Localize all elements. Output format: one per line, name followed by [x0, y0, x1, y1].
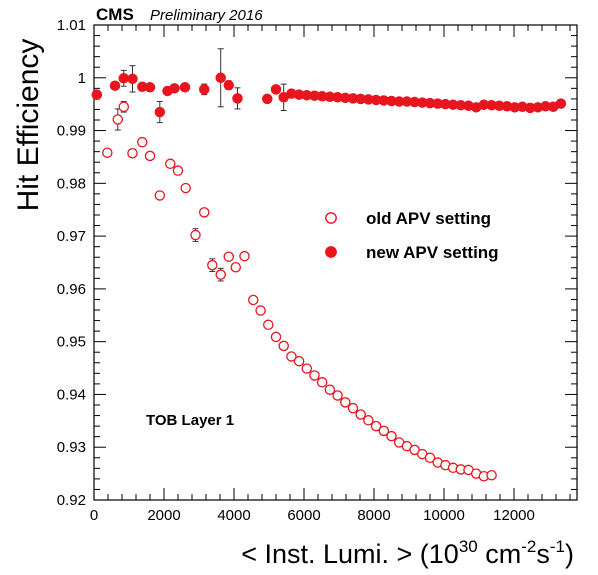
old-apv-point: [118, 101, 130, 113]
old-apv-point: [378, 425, 390, 437]
old-apv-point: [270, 331, 282, 343]
new-apv-point: [154, 106, 166, 118]
old-apv-point: [278, 340, 289, 352]
new-apv-point: [144, 82, 156, 93]
new-apv-point: [179, 82, 191, 93]
legend-new-label: new APV setting: [366, 243, 499, 262]
legend-old-marker: [325, 212, 337, 224]
y-tick-label: 0.92: [57, 492, 86, 509]
old-apv-point: [223, 251, 234, 262]
data-markers: [91, 72, 567, 482]
old-apv-point: [230, 261, 241, 273]
old-apv-point: [144, 150, 156, 162]
x-axis-title-exp: 30: [459, 537, 478, 556]
status-label: Preliminary 2016: [150, 7, 263, 24]
x-tick-label: 6000: [287, 507, 320, 524]
old-apv-point: [263, 319, 274, 331]
old-apv-point: [309, 370, 320, 381]
x-axis-title-unit: cm: [478, 539, 522, 569]
old-apv-point: [340, 397, 351, 408]
old-apv-point: [424, 452, 436, 464]
old-apv-point: [293, 355, 305, 367]
old-apv-point: [316, 377, 328, 388]
old-apv-point: [215, 269, 226, 280]
old-apv-point: [386, 430, 397, 442]
y-tick-label: 1: [78, 70, 86, 87]
experiment-label: CMS: [96, 5, 134, 24]
new-apv-point: [118, 73, 130, 84]
x-axis-title-unit2: s: [536, 539, 550, 569]
y-tick-label: 0.95: [57, 334, 86, 351]
old-apv-point: [247, 294, 259, 306]
legend-new-marker: [325, 246, 337, 258]
old-apv-point: [286, 351, 297, 362]
new-apv-point: [261, 93, 273, 105]
new-apv-point: [232, 93, 243, 104]
axis-ticks: [93, 24, 577, 501]
old-apv-point: [127, 147, 138, 159]
new-apv-point: [223, 79, 234, 91]
plot-frame: [93, 24, 578, 501]
old-apv-point: [370, 420, 382, 432]
old-apv-point: [332, 390, 343, 401]
new-apv-point: [169, 83, 180, 94]
new-apv-point: [198, 84, 210, 95]
new-apv-point: [555, 98, 567, 109]
old-apv-point: [137, 136, 148, 148]
x-tick-label: 0: [90, 507, 98, 524]
old-apv-point: [355, 409, 366, 420]
y-tick-label: 0.94: [57, 386, 86, 403]
legend-old-label: old APV setting: [366, 209, 491, 228]
old-apv-point: [363, 415, 374, 426]
layer-annotation: TOB Layer 1: [146, 412, 234, 429]
x-tick-label: 10000: [423, 507, 465, 524]
old-apv-point: [154, 190, 166, 201]
old-apv-point: [172, 165, 184, 176]
x-tick-label: 2000: [147, 507, 180, 524]
old-apv-point: [207, 259, 218, 271]
x-axis-title-close: ): [565, 539, 574, 569]
x-tick-label: 8000: [357, 507, 390, 524]
y-tick-label: 0.96: [57, 281, 86, 298]
old-apv-point: [324, 384, 336, 395]
y-tick-label: 0.97: [57, 228, 86, 245]
old-apv-point: [112, 114, 124, 125]
legend: old APV setting new APV setting: [325, 209, 499, 262]
old-apv-point: [102, 147, 113, 158]
x-axis-title: < Inst. Lumi. > (1030 cm-2s-1): [241, 537, 574, 569]
x-axis-title-exp2: -2: [521, 537, 536, 556]
tick-labels: 0 2000 4000 6000 8000 10000 12000 0.92 0.93 0.94 0…: [57, 17, 535, 524]
old-apv-point: [165, 158, 176, 170]
old-apv-point: [255, 305, 266, 316]
old-apv-point: [180, 182, 191, 194]
new-apv-point: [270, 84, 282, 95]
y-axis-title: Hit Efficiency: [12, 39, 45, 212]
old-apv-point: [486, 469, 497, 481]
y-tick-label: 0.98: [57, 175, 86, 192]
x-tick-label: 4000: [217, 507, 250, 524]
y-tick-label: 0.93: [57, 439, 86, 456]
new-apv-point: [109, 80, 121, 91]
x-axis-title-main: < Inst. Lumi. > (10: [241, 539, 459, 569]
old-apv-point: [301, 363, 313, 374]
x-axis-title-exp3: -1: [550, 537, 565, 556]
y-tick-label: 0.99: [57, 123, 86, 140]
old-apv-point: [239, 250, 250, 262]
x-tick-label: 12000: [493, 507, 535, 524]
new-apv-point: [215, 72, 226, 84]
new-apv-point: [91, 89, 103, 100]
old-apv-point: [198, 207, 210, 218]
y-tick-label: 1.01: [57, 17, 86, 34]
old-apv-point: [347, 402, 359, 414]
old-apv-point: [190, 229, 201, 241]
new-apv-point: [127, 73, 138, 85]
